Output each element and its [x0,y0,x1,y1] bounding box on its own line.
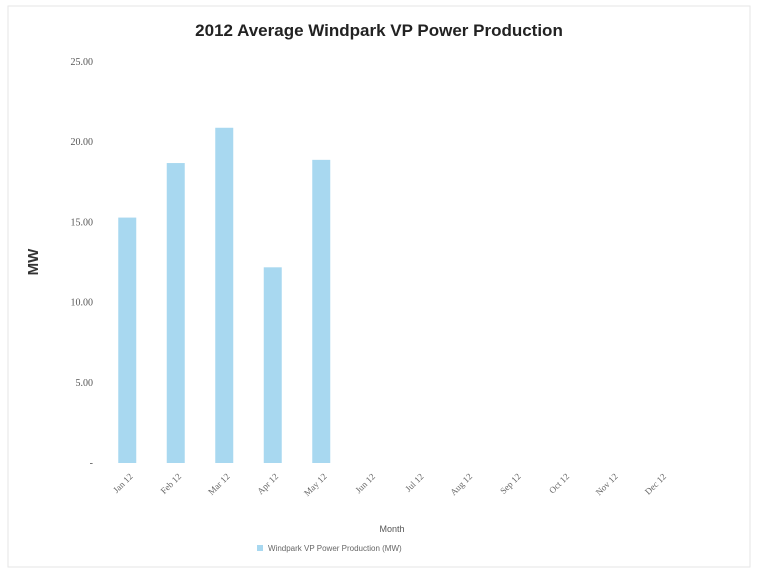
y-tick-label: 15.00 [71,217,94,228]
bar [312,159,331,463]
y-axis-ticks: - 5.00 10.00 15.00 20.00 25.00 [71,57,94,469]
legend-swatch [257,545,263,551]
bars [118,127,331,463]
y-tick-label: 5.00 [76,378,94,389]
bar [166,163,185,463]
bar [263,267,282,463]
y-axis-title: MW [25,248,42,275]
y-tick-label: - [90,458,93,469]
bar [118,217,137,463]
x-axis-title: Month [379,524,404,534]
y-tick-label: 25.00 [71,57,94,68]
y-tick-label: 10.00 [71,298,94,309]
chart-title: 2012 Average Windpark VP Power Productio… [195,21,563,40]
bar [215,127,234,463]
y-tick-label: 20.00 [71,137,94,148]
chart-frame [7,5,751,568]
legend: Windpark VP Power Production (MW) [257,544,402,553]
legend-label: Windpark VP Power Production (MW) [268,544,402,553]
